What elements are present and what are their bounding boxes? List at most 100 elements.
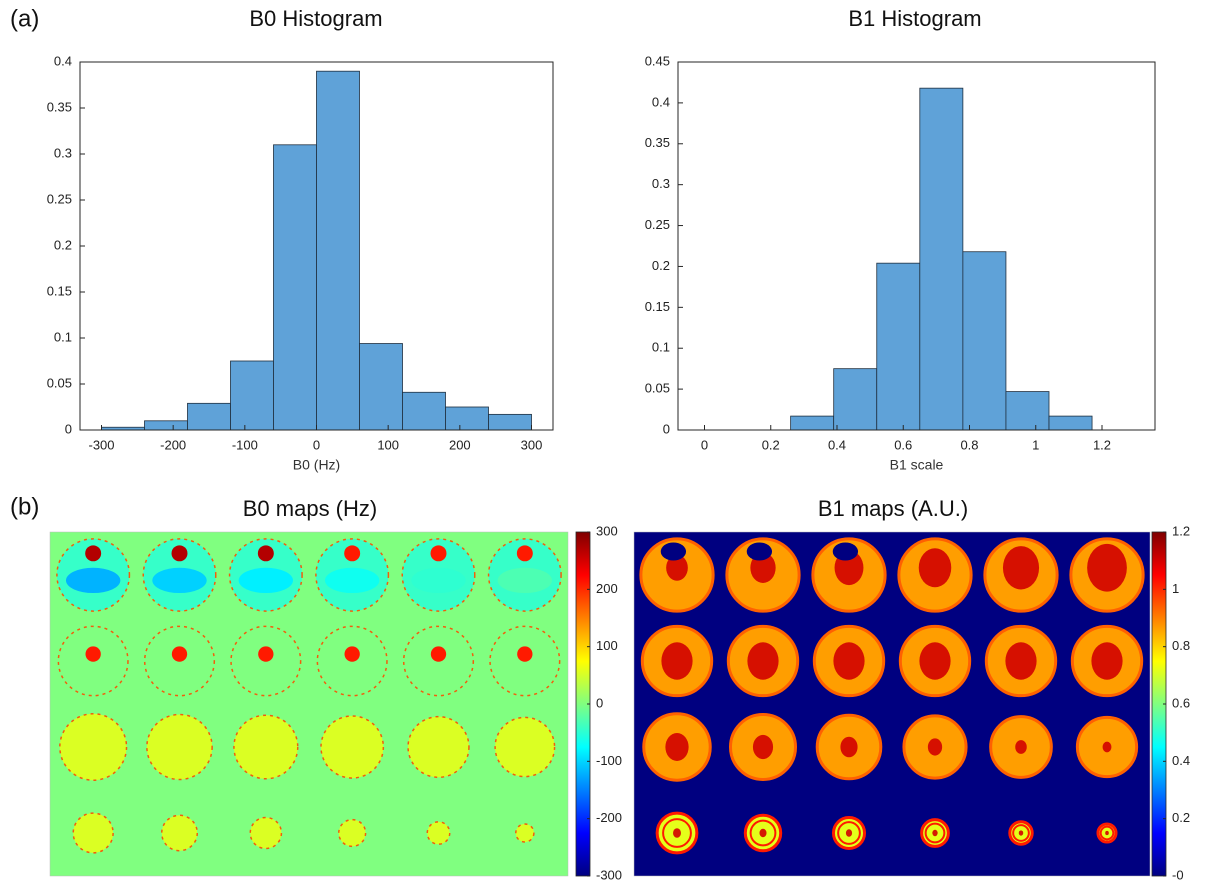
slice-region	[497, 567, 553, 594]
hot-spot	[752, 734, 774, 760]
map-background	[50, 532, 568, 876]
hot-spot	[1087, 543, 1127, 592]
y-tick-label: 0.35	[645, 135, 670, 150]
y-tick-label: 0.2	[652, 258, 670, 273]
x-tick-label: 0.8	[960, 437, 978, 452]
y-tick-label: 0.3	[652, 176, 670, 191]
bar	[359, 343, 403, 431]
bar	[144, 420, 188, 431]
hot-spot	[919, 642, 951, 680]
colorbar-tick-label: 0	[596, 695, 603, 710]
slice	[515, 823, 535, 843]
dropout	[746, 542, 773, 561]
hot-spot	[1091, 642, 1123, 680]
y-tick-label: 0.4	[54, 53, 72, 68]
colorbar-tick-label: 100	[596, 638, 618, 653]
hot-spot	[673, 828, 681, 838]
hot-spot	[171, 646, 188, 662]
bar	[833, 368, 878, 431]
colorbar-tick-label: 1	[1172, 581, 1179, 596]
bar	[187, 402, 231, 431]
y-tick-label: 0.05	[645, 381, 670, 396]
slice	[249, 816, 283, 850]
y-tick-label: 0.1	[652, 340, 670, 355]
bar	[962, 251, 1007, 431]
slice-region	[152, 567, 207, 594]
slice	[59, 713, 128, 781]
colorbar-tick-label: 0.6	[1172, 695, 1190, 710]
x-tick-label: 300	[521, 437, 543, 452]
hot-spot	[430, 545, 447, 562]
x-tick-label: -300	[88, 437, 114, 452]
y-tick-label: 0.2	[54, 237, 72, 252]
bar	[1048, 415, 1093, 431]
hot-spot	[666, 554, 688, 581]
bar	[230, 360, 274, 431]
x-tick-label: -200	[160, 437, 186, 452]
hot-spot	[845, 829, 853, 837]
colorbar-tick-label: -0	[1172, 867, 1184, 882]
y-tick-label: 0	[663, 421, 670, 436]
x-tick-label: 1	[1032, 437, 1039, 452]
colorbar-tick-label: 0.4	[1172, 753, 1190, 768]
dropout	[832, 542, 859, 561]
hot-spot	[344, 646, 360, 662]
hot-spot	[85, 646, 101, 662]
slice-ring	[1099, 825, 1115, 841]
x-tick-label: 0	[313, 437, 320, 452]
hot-spot	[258, 646, 274, 662]
chart-title: B1 maps (A.U.)	[818, 496, 968, 521]
hot-spot	[257, 545, 274, 562]
bar	[316, 70, 360, 431]
hot-spot	[932, 829, 938, 837]
hot-spot	[516, 545, 533, 562]
chart-title: B0 Histogram	[249, 6, 382, 31]
slice	[494, 716, 556, 778]
hot-spot	[430, 646, 447, 662]
colorbar-tick-label: -100	[596, 753, 622, 768]
colorbar-tick-label: 0.2	[1172, 810, 1190, 825]
x-tick-label: 0.6	[894, 437, 912, 452]
dropout	[660, 542, 687, 561]
map-frame	[49, 531, 569, 877]
x-tick-label: 100	[377, 437, 399, 452]
hot-spot	[927, 738, 943, 756]
hot-spot	[833, 642, 865, 680]
bar	[402, 391, 446, 431]
colorbar-tick-label: -200	[596, 810, 622, 825]
y-tick-label: 0.1	[54, 329, 72, 344]
colorbar-tick-label: 200	[596, 581, 618, 596]
bar	[790, 415, 835, 431]
y-tick-label: 0.25	[47, 191, 72, 206]
slice-ring	[1012, 824, 1030, 842]
slice	[426, 821, 451, 845]
slice-ring	[837, 821, 861, 845]
hot-spot	[1005, 642, 1037, 680]
slice-ring	[749, 819, 777, 847]
map-frame	[633, 531, 1151, 877]
bar	[876, 262, 921, 431]
hot-spot	[747, 642, 779, 680]
y-tick-label: 0.35	[47, 99, 72, 114]
panel-label: (a)	[10, 5, 39, 32]
hot-spot	[1102, 741, 1112, 753]
colorbar-tick-label: 1.2	[1172, 523, 1190, 538]
chart-title: B0 maps (Hz)	[243, 496, 377, 521]
slice	[160, 814, 199, 852]
bar	[488, 413, 532, 431]
axes-box	[677, 61, 1156, 431]
y-tick-label: 0.05	[47, 375, 72, 390]
colorbar-tick-label: -300	[596, 867, 622, 882]
slice	[338, 818, 367, 848]
x-tick-label: 0	[701, 437, 708, 452]
hot-spot	[344, 545, 361, 562]
hot-spot	[918, 548, 952, 588]
slice	[72, 812, 114, 854]
slice-region	[238, 567, 294, 594]
x-axis-label: B0 (Hz)	[293, 457, 340, 473]
y-tick-label: 0.45	[645, 53, 670, 68]
x-tick-label: 200	[449, 437, 471, 452]
bar	[445, 406, 489, 431]
x-tick-label: 0.2	[762, 437, 780, 452]
